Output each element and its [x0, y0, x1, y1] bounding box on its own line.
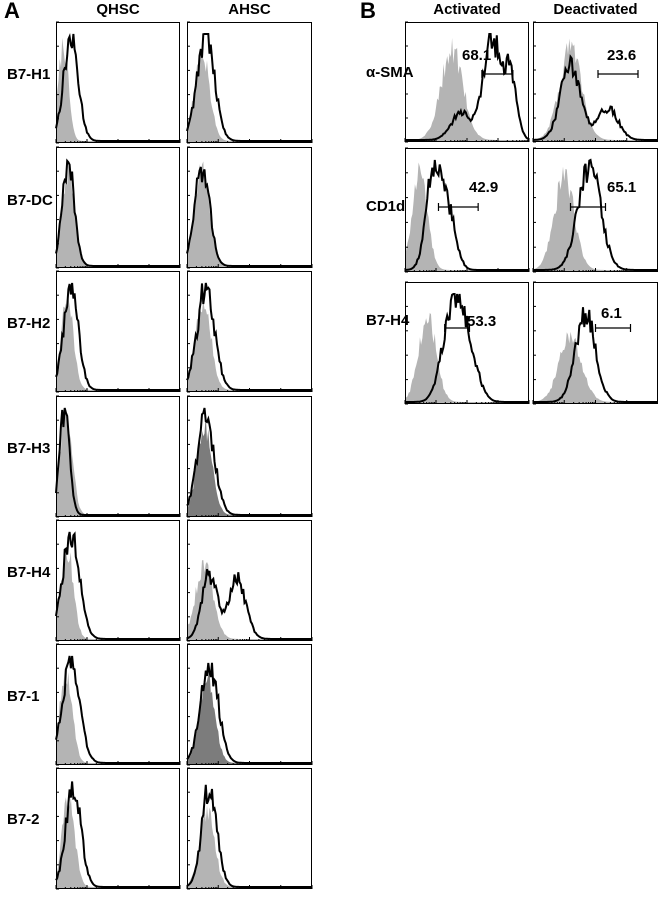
gate-marker: [444, 324, 471, 332]
histogram-a-b72-ahsc: [186, 767, 313, 890]
isotype-histogram-area: [187, 414, 312, 517]
gate-label-cd1d-deactivated: 65.1: [607, 179, 637, 196]
isotype-histogram-area: [405, 37, 529, 142]
histogram-b-cd1d-deactivated: [532, 147, 658, 273]
histogram-a-b7dc-ahsc: [186, 146, 313, 269]
stain-histogram-line: [186, 569, 312, 640]
histogram-a-b7h1-qhsc: [55, 21, 181, 144]
axis-ticks: [186, 767, 313, 890]
stain-histogram-line: [533, 54, 658, 141]
panel-a-col-header-qhsc: QHSC: [96, 1, 140, 18]
gate-marker: [481, 70, 514, 78]
isotype-histogram-area: [187, 805, 312, 889]
stain-histogram-line: [55, 407, 180, 516]
isotype-histogram-area: [533, 38, 658, 142]
stain-histogram-line: [533, 158, 658, 271]
histogram-b-b7h4-activated: [404, 281, 530, 405]
panel-a-row-label: B7-H4: [7, 564, 51, 581]
panel-a-row-label: B7-2: [7, 811, 40, 828]
isotype-histogram-area: [56, 795, 180, 889]
axis-ticks: [186, 146, 313, 269]
axis-ticks: [55, 395, 181, 518]
stain-histogram-line: [405, 33, 530, 141]
isotype-histogram-area: [187, 55, 312, 143]
stain-histogram-line: [405, 159, 529, 271]
axis-ticks: [186, 21, 313, 144]
isotype-histogram-area: [56, 37, 180, 144]
gate-label-asma-deactivated: 23.6: [607, 47, 637, 64]
panel-a-col-header-ahsc: AHSC: [228, 1, 271, 18]
isotype-histogram-area: [405, 162, 529, 272]
stain-histogram-line: [533, 307, 658, 403]
panel-b-row-label: B7-H4: [366, 312, 410, 329]
axis-ticks: [186, 395, 313, 518]
axis-ticks: [532, 281, 658, 405]
panel-a-row-label: B7-H2: [7, 315, 51, 332]
histogram-a-b7h3-ahsc: [186, 395, 313, 518]
isotype-histogram-area: [187, 300, 312, 392]
axis-ticks: [55, 21, 181, 144]
gate-marker: [594, 324, 632, 332]
histogram-a-b7h3-qhsc: [55, 395, 181, 518]
axis-ticks: [55, 767, 181, 890]
axis-ticks: [55, 146, 181, 269]
isotype-histogram-area: [56, 668, 180, 765]
axis-ticks: [186, 643, 313, 766]
isotype-histogram-area: [187, 560, 312, 641]
axis-ticks: [55, 270, 181, 393]
gate-label-b7h4-activated: 53.3: [467, 313, 497, 330]
histogram-a-b7h1-ahsc: [186, 21, 313, 144]
histogram-a-b72-qhsc: [55, 767, 181, 890]
isotype-histogram-area: [187, 668, 312, 765]
stain-histogram-line: [405, 293, 529, 403]
gate-label-b7h4-deactivated: 6.1: [601, 305, 622, 322]
histogram-a-b7h4-qhsc: [55, 519, 181, 642]
axis-ticks: [186, 519, 313, 642]
axis-ticks: [404, 281, 530, 405]
panel-b-row-label: CD1d: [366, 198, 406, 215]
panel-a-row-label: B7-1: [7, 688, 40, 705]
gate-marker: [437, 203, 479, 211]
panel-a-letter: A: [4, 0, 20, 23]
histogram-a-b7h2-qhsc: [55, 270, 181, 393]
isotype-histogram-area: [56, 297, 180, 392]
axis-ticks: [55, 519, 181, 642]
panel-b-col-header-deactivated: Deactivated: [553, 1, 638, 18]
histogram-a-b71-qhsc: [55, 643, 181, 766]
axis-ticks: [186, 270, 313, 393]
gate-marker: [569, 203, 607, 211]
panel-b-col-header-activated: Activated: [433, 1, 501, 18]
histogram-a-b71-ahsc: [186, 643, 313, 766]
gate-label-cd1d-activated: 42.9: [469, 179, 499, 196]
histogram-b-asma-activated: [404, 21, 530, 143]
histogram-b-b7h4-deactivated: [532, 281, 658, 405]
histogram-frame: [533, 282, 658, 404]
isotype-histogram-area: [533, 166, 658, 272]
histogram-b-asma-deactivated: [532, 21, 658, 143]
isotype-histogram-area: [56, 408, 180, 517]
histogram-a-b7dc-qhsc: [55, 146, 181, 269]
panel-a-row-label: B7-DC: [7, 192, 53, 209]
histogram-b-cd1d-activated: [404, 147, 530, 273]
panel-a-row-label: B7-H3: [7, 440, 51, 457]
panel-b-letter: B: [360, 0, 376, 23]
histogram-frame: [56, 22, 180, 143]
gate-label-asma-activated: 68.1: [462, 47, 492, 64]
panel-a-row-label: B7-H1: [7, 66, 51, 83]
axis-ticks: [55, 643, 181, 766]
axis-ticks: [532, 147, 658, 273]
axis-ticks: [404, 147, 530, 273]
axis-ticks: [532, 21, 658, 143]
isotype-histogram-area: [56, 163, 180, 268]
isotype-histogram-area: [533, 331, 658, 404]
axis-ticks: [404, 21, 530, 143]
stain-histogram-line: [55, 32, 180, 142]
histogram-a-b7h2-ahsc: [186, 270, 313, 393]
panel-b-row-label: α-SMA: [366, 64, 414, 81]
gate-marker: [597, 70, 639, 78]
histogram-a-b7h4-ahsc: [186, 519, 313, 642]
isotype-histogram-area: [56, 549, 180, 641]
